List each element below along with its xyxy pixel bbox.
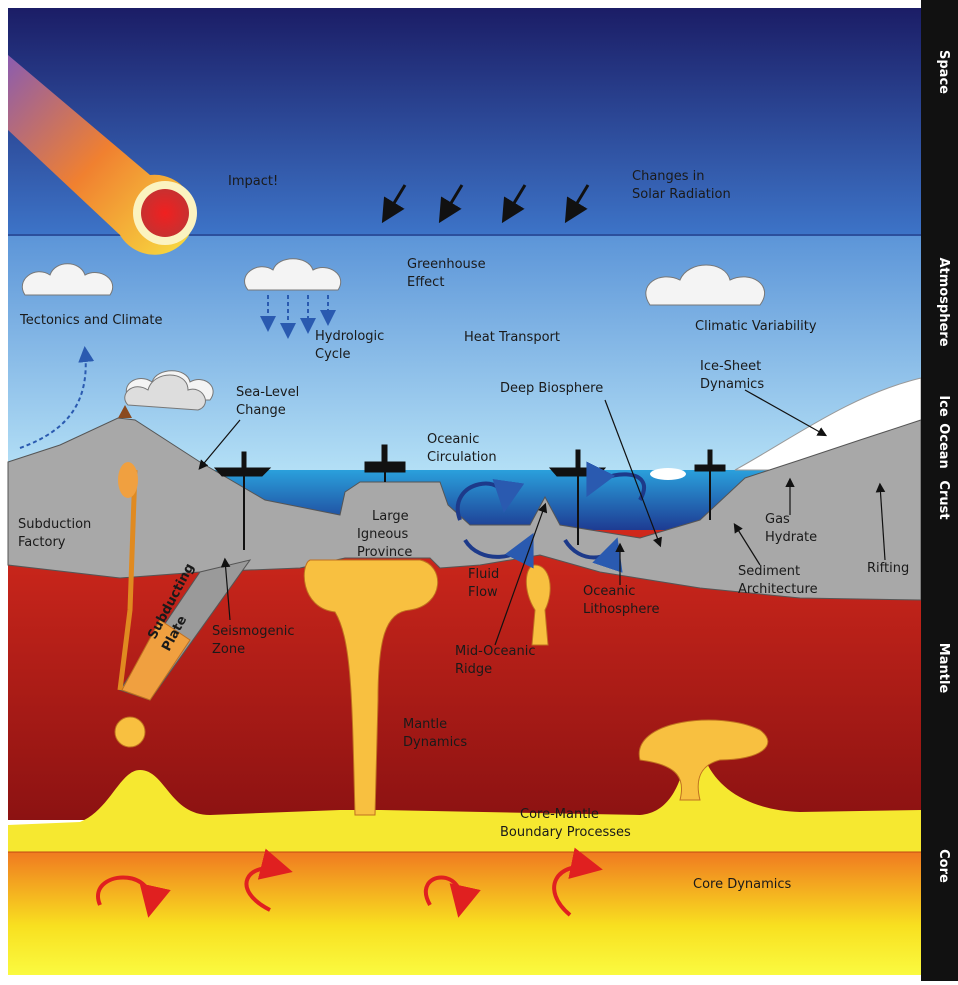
annotation: Province — [357, 545, 412, 560]
annotation: Hydrologic — [315, 329, 384, 344]
annotation: Cycle — [315, 347, 351, 362]
annotation: Boundary Processes — [500, 825, 631, 840]
layer-label: Atmosphere — [936, 257, 951, 346]
annotation: Heat Transport — [464, 330, 560, 345]
annotation: Oceanic — [583, 584, 635, 599]
annotation: Factory — [18, 535, 66, 550]
annotation: Igneous — [357, 527, 409, 542]
annotation: Hydrate — [765, 530, 817, 545]
layer-label: Ice — [936, 395, 951, 417]
annotation: Greenhouse — [407, 257, 486, 272]
annotation: Mantle — [403, 717, 447, 732]
annotation: Dynamics — [700, 377, 764, 392]
layer-label: Ocean — [936, 423, 951, 469]
layer-label: Space — [936, 50, 951, 94]
annotation: Zone — [212, 642, 245, 657]
annotation: Large — [372, 509, 409, 524]
annotation: Oceanic — [427, 432, 479, 447]
annotation: Tectonics and Climate — [19, 313, 162, 328]
annotation: Core Dynamics — [693, 877, 792, 892]
annotation: Core-Mantle — [520, 807, 599, 822]
annotation: Effect — [407, 275, 444, 290]
annotation: Solar Radiation — [632, 187, 731, 202]
annotation: Ice-Sheet — [700, 359, 761, 374]
annotation: Gas — [765, 512, 790, 527]
annotation: Dynamics — [403, 735, 467, 750]
annotation: Sea-Level — [236, 385, 299, 400]
annotation: Circulation — [427, 450, 497, 465]
annotation: Flow — [468, 585, 498, 600]
annotation: Seismogenic — [212, 624, 295, 639]
annotation: Change — [236, 403, 286, 418]
layer-label: Mantle — [936, 643, 951, 694]
annotation: Architecture — [738, 582, 818, 597]
annotation: Impact! — [228, 174, 278, 189]
annotation: Climatic Variability — [695, 319, 817, 334]
annotation: Subduction — [18, 517, 91, 532]
layer-label: Core — [936, 849, 951, 883]
annotation: Changes in — [632, 169, 705, 184]
annotation: Deep Biosphere — [500, 381, 603, 396]
annotation: Lithosphere — [583, 602, 659, 617]
annotation: Sediment — [738, 564, 800, 579]
earth-systems-diagram: Space Atmosphere Ice Ocean Crust Mantle Core Im… — [0, 0, 958, 981]
annotation: Fluid — [468, 567, 499, 582]
layer-label: Crust — [936, 480, 951, 519]
annotation: Ridge — [455, 662, 492, 677]
annotation: Mid-Oceanic — [455, 644, 535, 659]
annotation: Rifting — [867, 561, 909, 576]
